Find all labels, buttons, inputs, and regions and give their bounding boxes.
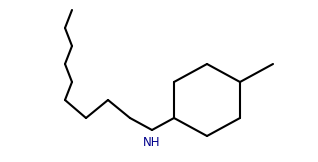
Text: NH: NH [143, 137, 161, 150]
